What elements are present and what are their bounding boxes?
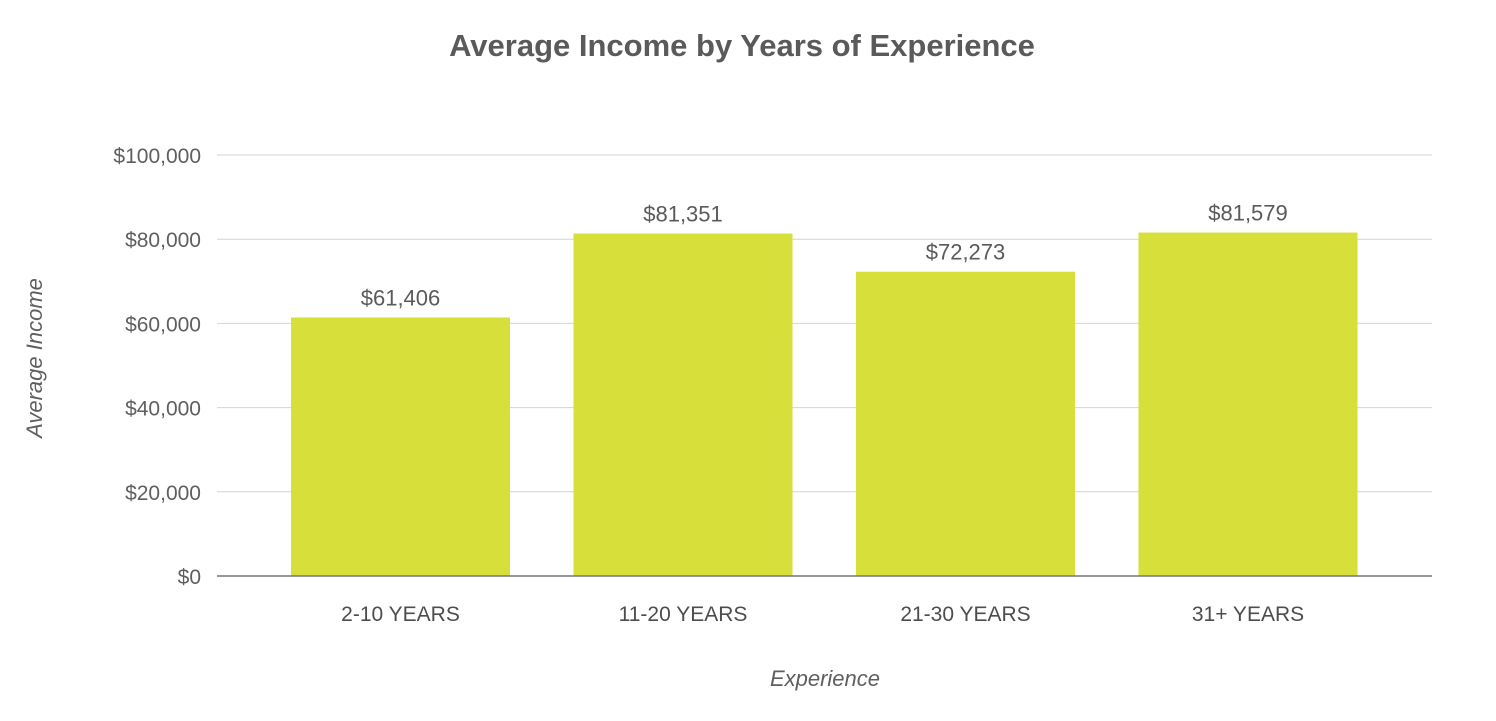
y-axis-tick-labels: $0 $20,000 $40,000 $60,000 $80,000 $100,000	[113, 145, 201, 589]
x-tick-label: 11-20 YEARS	[619, 603, 748, 626]
y-tick-label: $0	[178, 566, 201, 589]
y-axis-title: Average Income	[22, 278, 47, 440]
data-label: $81,579	[1208, 201, 1288, 226]
data-label: $61,406	[361, 285, 441, 310]
y-tick-label: $60,000	[125, 313, 201, 336]
bar	[1138, 232, 1358, 576]
y-tick-label: $20,000	[125, 482, 201, 505]
data-label: $72,273	[926, 240, 1006, 265]
x-tick-label: 21-30 YEARS	[900, 603, 1030, 626]
x-axis-title: Experience	[770, 666, 880, 691]
x-axis-tick-labels: 2-10 YEARS 11-20 YEARS 21-30 YEARS 31+ YEAR…	[341, 603, 1304, 626]
y-tick-label: $80,000	[125, 229, 201, 252]
x-tick-label: 2-10 YEARS	[341, 603, 460, 626]
y-tick-label: $40,000	[125, 398, 201, 421]
bar	[573, 233, 793, 577]
y-tick-label: $100,000	[113, 145, 201, 168]
bar	[291, 317, 510, 576]
bars	[291, 232, 1358, 577]
x-tick-label: 31+ YEARS	[1192, 603, 1304, 626]
data-label: $81,351	[643, 202, 723, 227]
chart-title: Average Income by Years of Experience	[449, 28, 1035, 63]
bar	[856, 271, 1075, 576]
data-labels: $61,406 $81,351 $72,273 $81,579	[361, 201, 1288, 311]
